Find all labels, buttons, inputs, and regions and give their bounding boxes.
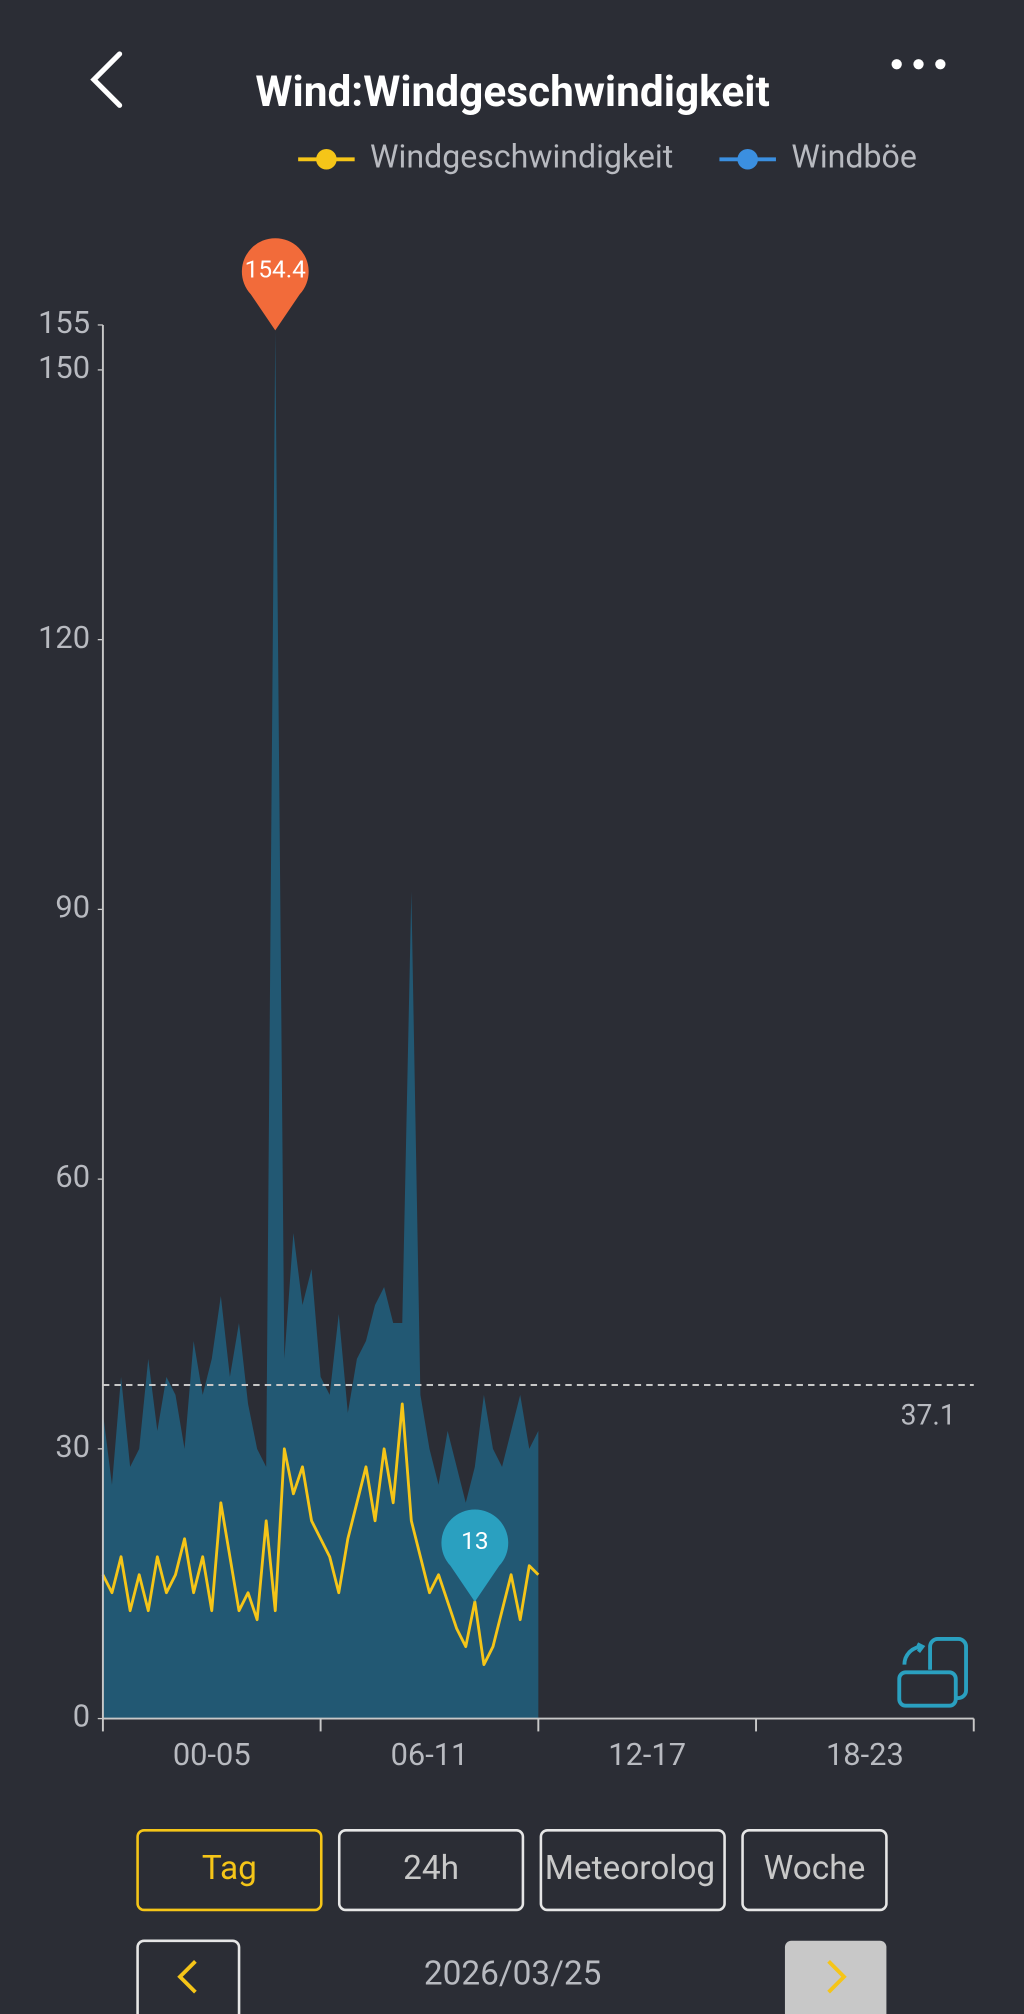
tab-label[interactable]: Woche: [764, 1849, 866, 1888]
marker-label: 154.4: [245, 255, 307, 284]
tab-label[interactable]: Meteorolog: [545, 1849, 715, 1888]
reference-label: 37.1: [901, 1399, 956, 1432]
date-label: 2026/03/25: [424, 1954, 602, 1993]
rotate-icon[interactable]: [897, 1637, 968, 1708]
x-tick-label: 00-05: [173, 1736, 251, 1773]
x-tick-label: 18-23: [826, 1736, 904, 1773]
y-tick-label: 150: [38, 349, 90, 386]
prev-button[interactable]: [136, 1939, 241, 2014]
tab[interactable]: [337, 1829, 525, 1912]
marker-label: 13: [461, 1526, 488, 1555]
tab[interactable]: [539, 1829, 726, 1912]
y-tick-label: 120: [38, 619, 90, 656]
tab-label[interactable]: 24h: [403, 1849, 459, 1888]
next-button[interactable]: [784, 1940, 887, 2014]
marker-pin: [441, 1509, 509, 1602]
y-tick-label: 30: [55, 1428, 90, 1465]
title: Wind:Windgeschwindigkeit: [255, 68, 769, 117]
speed-line: [101, 1402, 540, 1667]
back-button[interactable]: [90, 51, 123, 108]
tab[interactable]: [136, 1829, 323, 1912]
y-tick-label: 60: [55, 1158, 90, 1195]
x-tick-label: 06-11: [391, 1736, 469, 1773]
gust-area: [102, 330, 539, 1719]
y-tick-label: 90: [55, 889, 90, 926]
x-tick-label: 12-17: [608, 1736, 686, 1773]
prev-arrow[interactable]: [177, 1959, 197, 1994]
y-tick-label: 0: [73, 1698, 90, 1735]
legend-dot[interactable]: [737, 148, 758, 170]
legend-dot[interactable]: [316, 148, 337, 170]
more-menu[interactable]: [891, 59, 946, 70]
marker-pin: [241, 238, 309, 331]
tab-label[interactable]: Tag: [202, 1849, 257, 1888]
legend-label[interactable]: Windböe: [791, 138, 917, 176]
legend-label[interactable]: Windgeschwindigkeit: [370, 138, 673, 176]
tab[interactable]: [741, 1829, 888, 1912]
next-arrow[interactable]: [827, 1959, 847, 1994]
y-tick-label: 155: [38, 304, 90, 341]
